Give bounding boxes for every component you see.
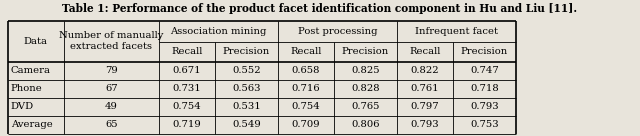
Text: 0.549: 0.549 <box>232 120 260 129</box>
Text: 0.716: 0.716 <box>292 84 320 93</box>
Text: 0.747: 0.747 <box>470 66 499 75</box>
Text: 0.658: 0.658 <box>292 66 320 75</box>
Text: Infrequent facet: Infrequent facet <box>415 27 498 36</box>
Text: Phone: Phone <box>11 84 43 93</box>
Text: 49: 49 <box>105 102 118 111</box>
Text: 0.671: 0.671 <box>173 66 201 75</box>
Text: 0.531: 0.531 <box>232 102 260 111</box>
Text: Precision: Precision <box>461 47 508 56</box>
Text: DVD: DVD <box>11 102 34 111</box>
Text: 0.793: 0.793 <box>470 102 499 111</box>
Text: 0.754: 0.754 <box>292 102 320 111</box>
Text: Association mining: Association mining <box>170 27 266 36</box>
Text: 0.828: 0.828 <box>351 84 380 93</box>
Text: 0.563: 0.563 <box>232 84 260 93</box>
Text: Recall: Recall <box>171 47 203 56</box>
Text: 65: 65 <box>105 120 118 129</box>
Text: 0.825: 0.825 <box>351 66 380 75</box>
Text: 0.761: 0.761 <box>411 84 439 93</box>
Text: 0.709: 0.709 <box>292 120 320 129</box>
Text: Recall: Recall <box>290 47 322 56</box>
Text: 0.754: 0.754 <box>173 102 201 111</box>
Text: 79: 79 <box>105 66 118 75</box>
Text: 0.753: 0.753 <box>470 120 499 129</box>
Text: Recall: Recall <box>409 47 441 56</box>
Text: 0.552: 0.552 <box>232 66 260 75</box>
Text: Precision: Precision <box>223 47 270 56</box>
Text: 0.731: 0.731 <box>173 84 201 93</box>
Text: Data: Data <box>24 37 48 46</box>
Text: Precision: Precision <box>342 47 389 56</box>
Text: 0.806: 0.806 <box>351 120 380 129</box>
Text: Post processing: Post processing <box>298 27 377 36</box>
Text: 0.797: 0.797 <box>411 102 439 111</box>
Text: 67: 67 <box>105 84 118 93</box>
Text: Table 1: Performance of the product facet identification component in Hu and Liu: Table 1: Performance of the product face… <box>63 3 577 14</box>
Text: Camera: Camera <box>11 66 51 75</box>
Text: 0.822: 0.822 <box>411 66 439 75</box>
Text: 0.765: 0.765 <box>351 102 380 111</box>
Text: Number of manually
extracted facets: Number of manually extracted facets <box>59 31 164 51</box>
Text: 0.719: 0.719 <box>173 120 201 129</box>
Text: Average: Average <box>11 120 52 129</box>
Text: 0.793: 0.793 <box>411 120 439 129</box>
Text: 0.718: 0.718 <box>470 84 499 93</box>
